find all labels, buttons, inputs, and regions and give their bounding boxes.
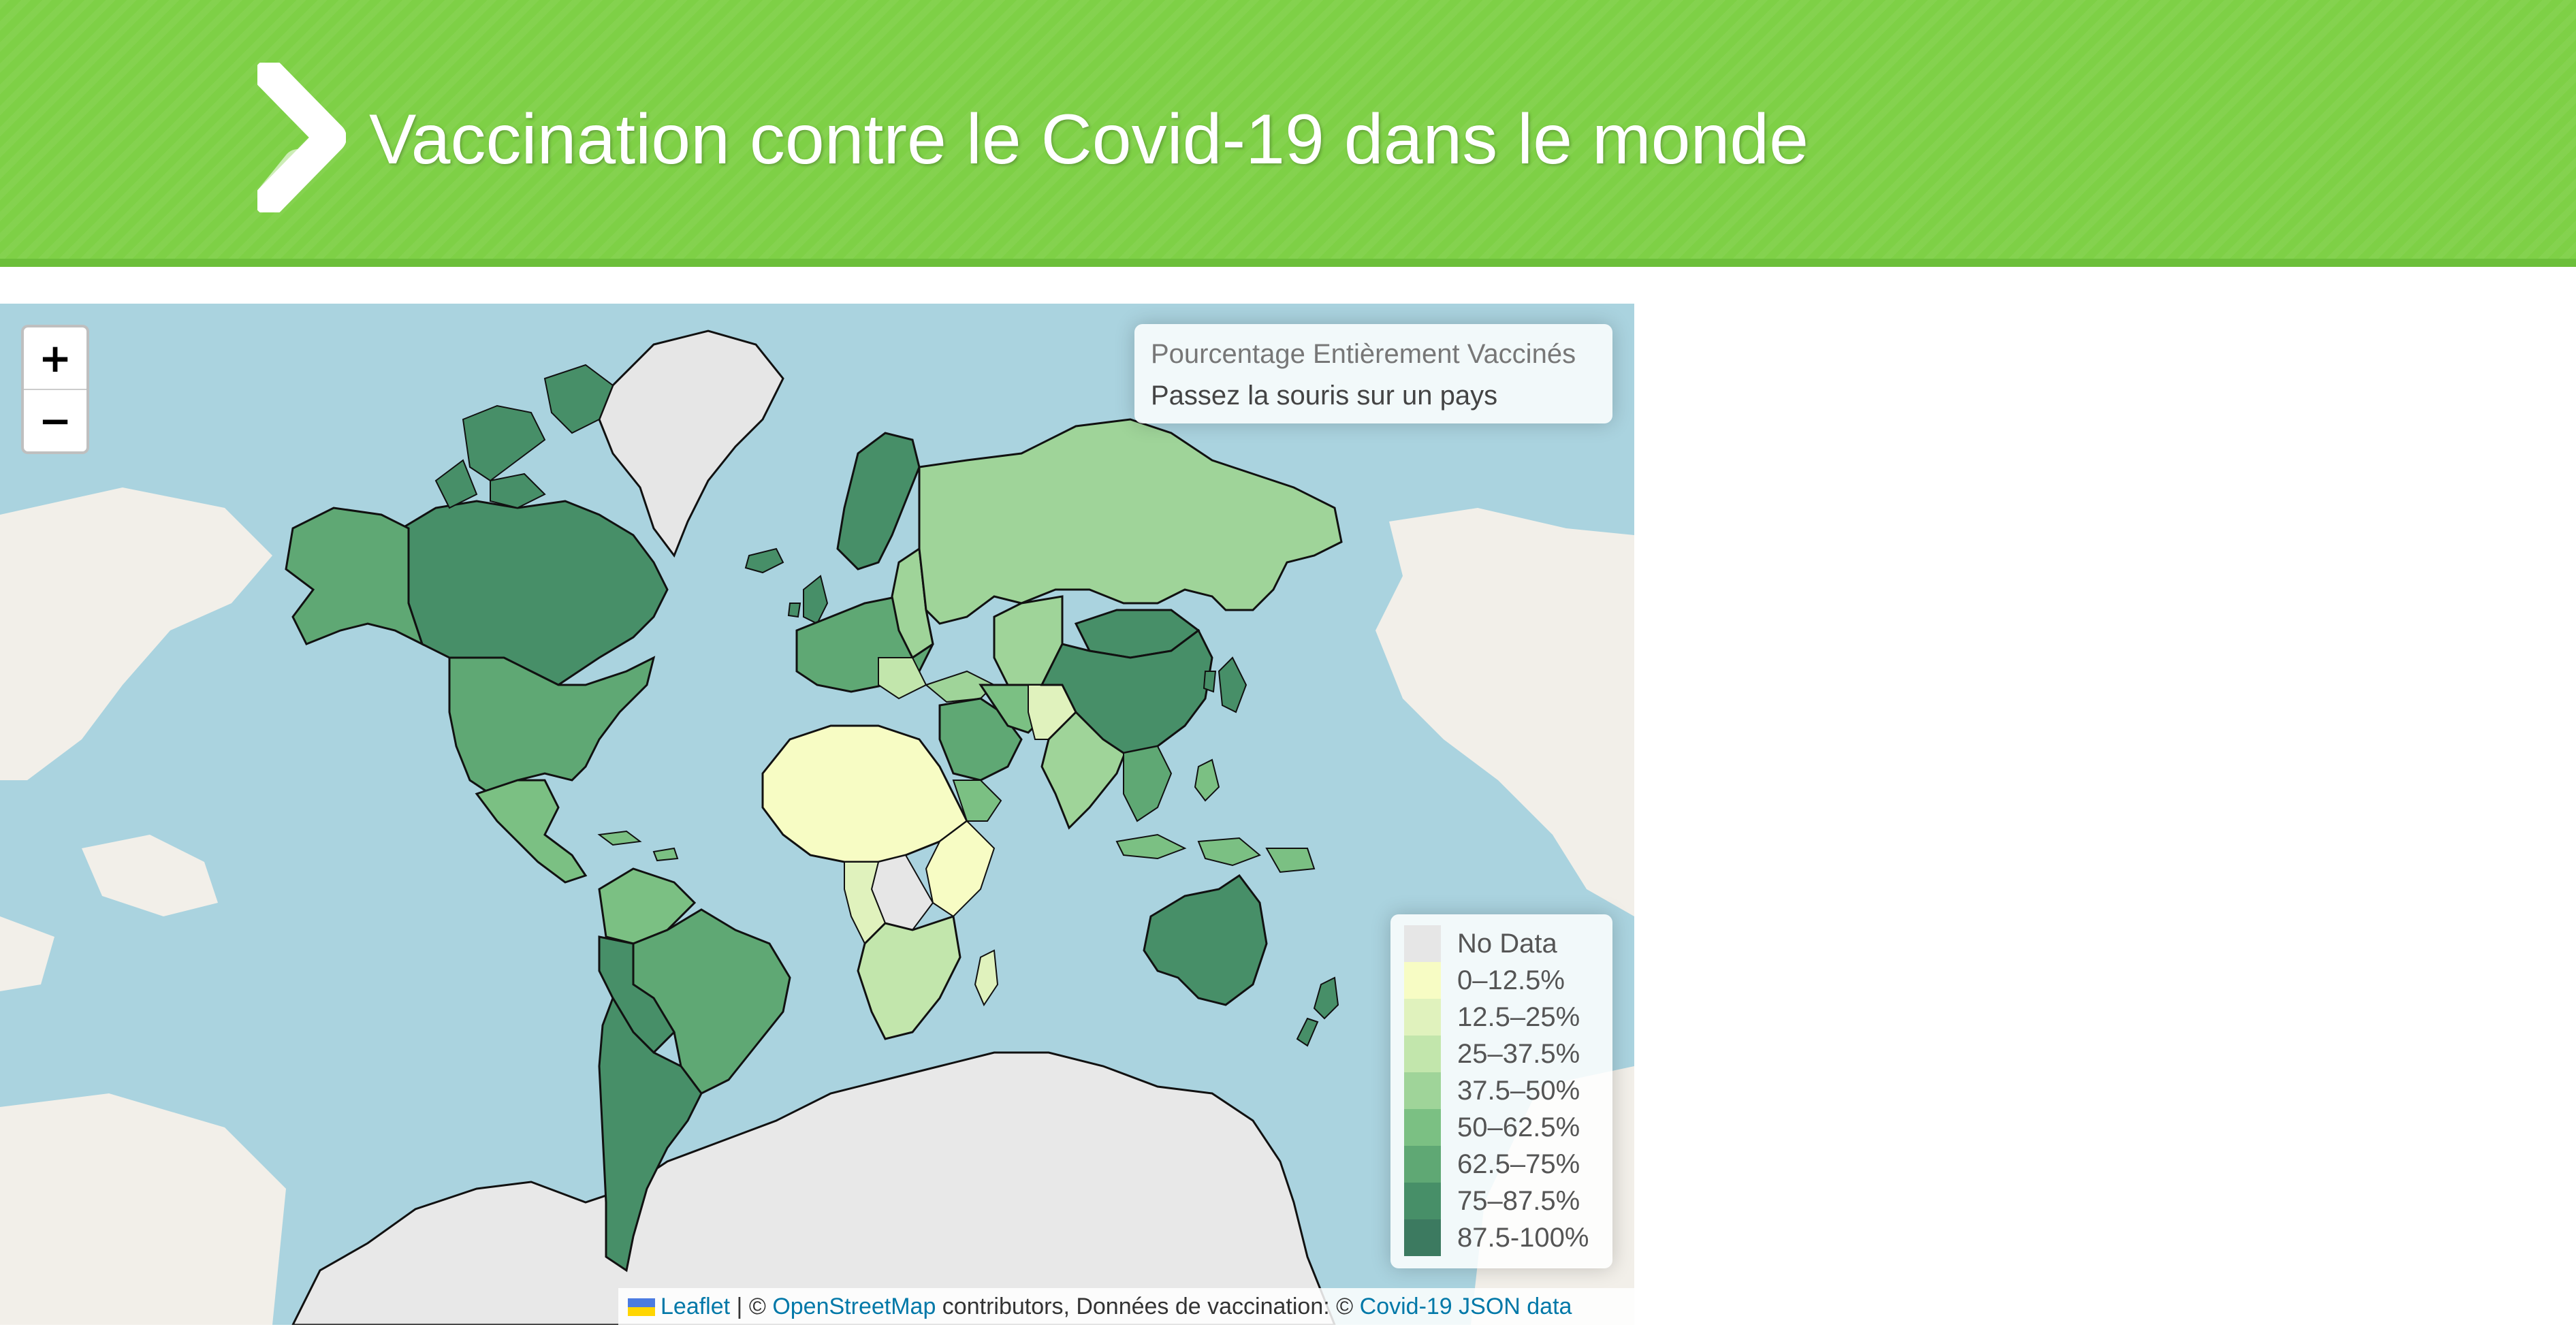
country-peru-bolivia[interactable] bbox=[598, 935, 675, 1055]
legend-swatch bbox=[1404, 1072, 1441, 1109]
caribbean-islands[interactable] bbox=[597, 830, 679, 862]
info-panel: Pourcentage Entièrement Vaccinés Passez … bbox=[1134, 324, 1612, 423]
country-greenland[interactable] bbox=[598, 330, 784, 558]
country-united-states[interactable] bbox=[448, 656, 656, 795]
country-canada-islands[interactable] bbox=[434, 364, 614, 509]
attribution-separator: | © bbox=[730, 1294, 773, 1319]
legend-label: 62.5–75% bbox=[1457, 1149, 1580, 1179]
openstreetmap-link[interactable]: OpenStreetMap bbox=[772, 1294, 936, 1319]
attribution: Leaflet | © OpenStreetMap contributors, … bbox=[618, 1288, 1634, 1325]
legend-label: 25–37.5% bbox=[1457, 1038, 1580, 1069]
info-hint: Passez la souris sur un pays bbox=[1151, 381, 1498, 411]
legend-swatch bbox=[1404, 1109, 1441, 1146]
page-header: Vaccination contre le Covid-19 dans le m… bbox=[0, 0, 2576, 267]
basemap-land-west bbox=[0, 487, 286, 1325]
legend-item: 62.5–75% bbox=[1404, 1146, 1599, 1183]
region-southeast-asia[interactable] bbox=[1123, 745, 1173, 822]
country-australia[interactable] bbox=[1143, 873, 1268, 1006]
legend-swatch bbox=[1404, 1183, 1441, 1219]
legend-swatch bbox=[1404, 925, 1441, 962]
legend-item: 12.5–25% bbox=[1404, 999, 1599, 1036]
legend-item: No Data bbox=[1404, 925, 1599, 962]
country-madagascar[interactable] bbox=[974, 949, 999, 1007]
region-balkans[interactable] bbox=[878, 657, 927, 700]
antarctica[interactable] bbox=[291, 1051, 1336, 1325]
region-arabia[interactable] bbox=[952, 780, 1002, 822]
country-indonesia[interactable] bbox=[1115, 833, 1316, 873]
country-alaska[interactable] bbox=[285, 507, 424, 646]
legend-swatch bbox=[1404, 999, 1441, 1036]
ukraine-flag-icon bbox=[628, 1298, 655, 1316]
region-east-africa[interactable] bbox=[925, 820, 996, 918]
legend-label: No Data bbox=[1457, 928, 1557, 959]
legend-label: 0–12.5% bbox=[1457, 965, 1565, 995]
country-russia[interactable] bbox=[918, 418, 1343, 625]
legend-item: 50–62.5% bbox=[1404, 1109, 1599, 1146]
country-iceland[interactable] bbox=[744, 547, 784, 574]
page-title: Vaccination contre le Covid-19 dans le m… bbox=[369, 100, 1809, 179]
chevron-right-icon bbox=[257, 63, 346, 212]
legend-item: 25–37.5% bbox=[1404, 1036, 1599, 1072]
zoom-out-button[interactable]: − bbox=[38, 398, 72, 444]
legend-label: 12.5–25% bbox=[1457, 1001, 1580, 1032]
country-scandinavia[interactable] bbox=[836, 432, 921, 571]
country-argentina-chile[interactable] bbox=[598, 995, 703, 1272]
map-legend: No Data 0–12.5% 12.5–25% 25–37.5% 37.5–50% 50… bbox=[1390, 914, 1612, 1268]
country-colombia-venezuela[interactable] bbox=[598, 867, 697, 945]
country-japan-korea[interactable] bbox=[1203, 656, 1247, 713]
covid-json-data-link[interactable]: Covid-19 JSON data bbox=[1359, 1294, 1572, 1319]
zoom-in-button[interactable]: + bbox=[24, 327, 86, 390]
country-uk-ireland[interactable] bbox=[787, 575, 829, 625]
attribution-text: contributors, Données de vaccination: © bbox=[936, 1294, 1360, 1319]
legend-label: 37.5–50% bbox=[1457, 1075, 1580, 1106]
country-new-zealand[interactable] bbox=[1296, 976, 1339, 1047]
country-china[interactable] bbox=[1040, 628, 1213, 754]
country-mexico[interactable] bbox=[475, 779, 588, 884]
legend-swatch bbox=[1404, 1036, 1441, 1072]
legend-swatch bbox=[1404, 1219, 1441, 1256]
country-philippines[interactable] bbox=[1194, 758, 1220, 802]
legend-swatch bbox=[1404, 962, 1441, 999]
region-middle-east[interactable] bbox=[938, 697, 1023, 782]
info-title: Pourcentage Entièrement Vaccinés bbox=[1151, 339, 1576, 369]
legend-label: 50–62.5% bbox=[1457, 1112, 1580, 1142]
legend-item: 37.5–50% bbox=[1404, 1072, 1599, 1109]
leaflet-link[interactable]: Leaflet bbox=[661, 1294, 731, 1319]
region-southern-africa[interactable] bbox=[857, 915, 961, 1040]
legend-item: 75–87.5% bbox=[1404, 1183, 1599, 1219]
legend-label: 75–87.5% bbox=[1457, 1185, 1580, 1216]
legend-swatch bbox=[1404, 1146, 1441, 1183]
legend-item: 0–12.5% bbox=[1404, 962, 1599, 999]
world-map[interactable]: + − Pourcentage Entièrement Vaccinés Pas… bbox=[0, 304, 1634, 1325]
legend-label: 87.5-100% bbox=[1457, 1222, 1589, 1253]
choropleth-map[interactable] bbox=[0, 304, 1634, 1325]
zoom-control: + − bbox=[21, 325, 89, 454]
legend-item: 87.5-100% bbox=[1404, 1219, 1599, 1256]
